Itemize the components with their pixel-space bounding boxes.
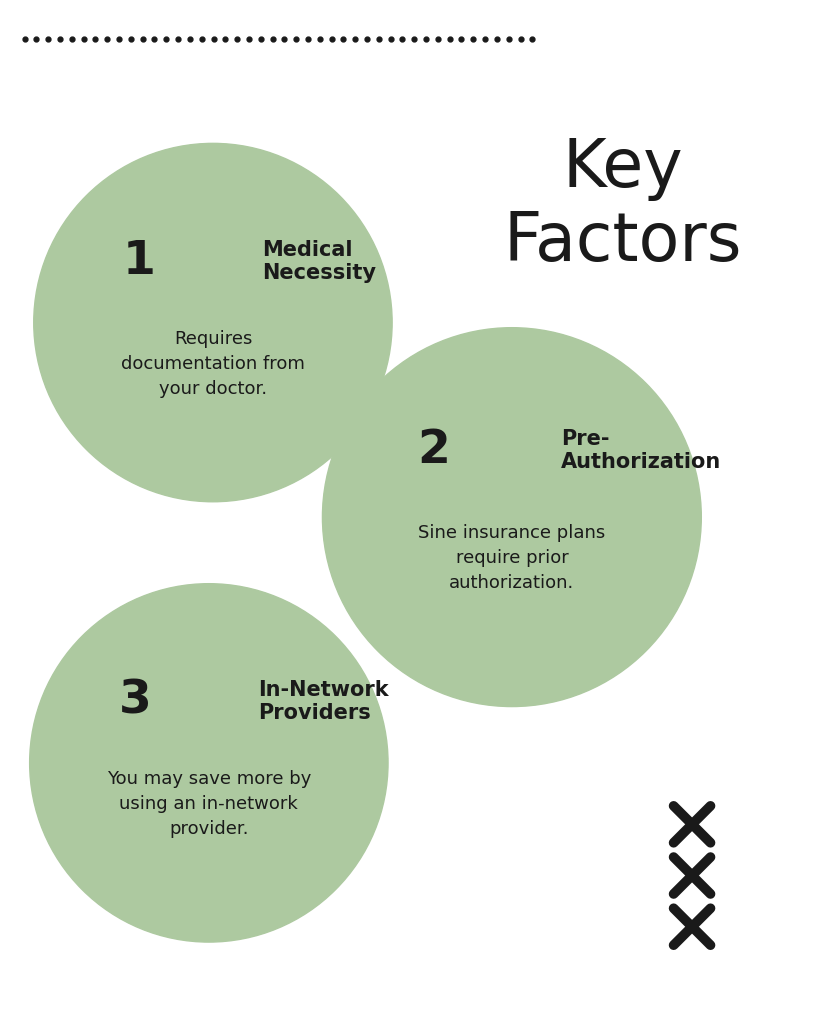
Text: Requires
documentation from
your doctor.: Requires documentation from your doctor.: [121, 330, 305, 397]
Ellipse shape: [34, 143, 392, 502]
Text: Key
Factors: Key Factors: [503, 135, 742, 274]
Text: 3: 3: [119, 679, 152, 724]
Text: 1: 1: [123, 239, 156, 284]
Ellipse shape: [323, 328, 701, 707]
Text: 2: 2: [418, 428, 450, 473]
Text: Pre-
Authorization: Pre- Authorization: [561, 429, 722, 472]
Text: You may save more by
using an in-network
provider.: You may save more by using an in-network…: [106, 770, 311, 838]
Text: In-Network
Providers: In-Network Providers: [258, 680, 388, 723]
Text: Sine insurance plans
require prior
authorization.: Sine insurance plans require prior autho…: [419, 524, 605, 592]
Ellipse shape: [29, 584, 388, 942]
Text: Medical
Necessity: Medical Necessity: [262, 240, 376, 283]
